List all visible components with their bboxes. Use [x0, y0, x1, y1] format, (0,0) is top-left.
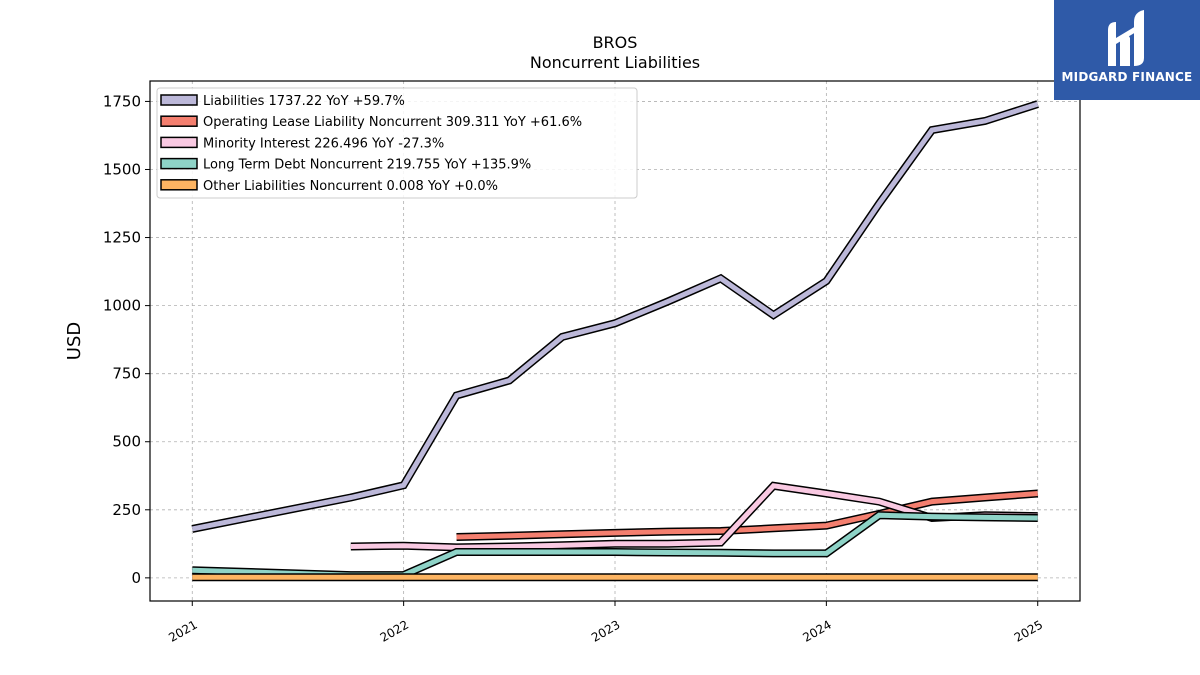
legend-item: Long Term Debt Noncurrent 219.755 YoY +1… [160, 157, 531, 173]
legend-item: Operating Lease Liability Noncurrent 309… [160, 115, 582, 130]
y-axis-label: USD [64, 322, 85, 360]
series-line [192, 512, 1038, 578]
legend-label: Long Term Debt Noncurrent 219.755 YoY +1… [203, 158, 531, 173]
x-tick-label: 2024 [800, 617, 833, 644]
y-tick-label: 1500 [103, 160, 141, 178]
legend-label: Operating Lease Liability Noncurrent 309… [203, 115, 582, 130]
series-operating-lease-liability-noncurrent [456, 489, 1039, 541]
series-line [456, 491, 1038, 540]
y-tick-label: 500 [112, 433, 141, 451]
x-tick-label: 2025 [1012, 617, 1045, 644]
midgard-m-logo-icon [1108, 10, 1144, 66]
y-tick-label: 0 [131, 569, 141, 587]
y-tick-label: 1750 [103, 92, 141, 110]
chart-subtitle-text: Noncurrent Liabilities [530, 53, 700, 72]
y-tick-label: 250 [112, 501, 141, 519]
legend: Liabilities 1737.22 YoY +59.7% Operating … [156, 87, 638, 199]
legend-swatch [160, 157, 198, 170]
legend-label: Liabilities 1737.22 YoY +59.7% [203, 94, 405, 109]
x-tick-label: 2021 [166, 617, 199, 644]
legend-swatch [160, 115, 198, 127]
y-tick-label: 1250 [103, 229, 141, 247]
legend-swatch [160, 179, 198, 191]
series-liabilities [191, 100, 1039, 533]
legend-swatch [160, 94, 198, 106]
y-tick-label: 750 [112, 365, 141, 383]
series-long-term-debt-noncurrent [192, 511, 1038, 580]
legend-box [156, 87, 638, 199]
logo-text: MIDGARD FINANCE [1061, 70, 1193, 84]
x-tick-label: 2023 [589, 617, 622, 644]
series-layer [191, 100, 1039, 582]
y-tick-label: 1000 [103, 297, 141, 315]
x-tick-label: 2022 [378, 617, 411, 644]
legend-item: Other Liabilities Noncurrent 0.008 YoY +… [160, 179, 498, 194]
legend-item: Minority Interest 226.496 YoY -27.3% [160, 136, 444, 151]
chart-title-text: BROS [593, 33, 638, 52]
y-axis: 0 250 500 750 1000 1250 1500 1750 [103, 92, 150, 587]
legend-label: Minority Interest 226.496 YoY -27.3% [203, 136, 444, 151]
x-axis: 2021 2022 2023 2024 2025 [166, 601, 1045, 645]
chart-title: BROS Noncurrent Liabilities [530, 33, 700, 72]
midgard-finance-logo: MIDGARD FINANCE [1054, 0, 1200, 100]
legend-swatch [160, 136, 198, 149]
legend-label: Other Liabilities Noncurrent 0.008 YoY +… [203, 179, 498, 194]
legend-item: Liabilities 1737.22 YoY +59.7% [160, 94, 405, 109]
series-line [191, 101, 1039, 532]
